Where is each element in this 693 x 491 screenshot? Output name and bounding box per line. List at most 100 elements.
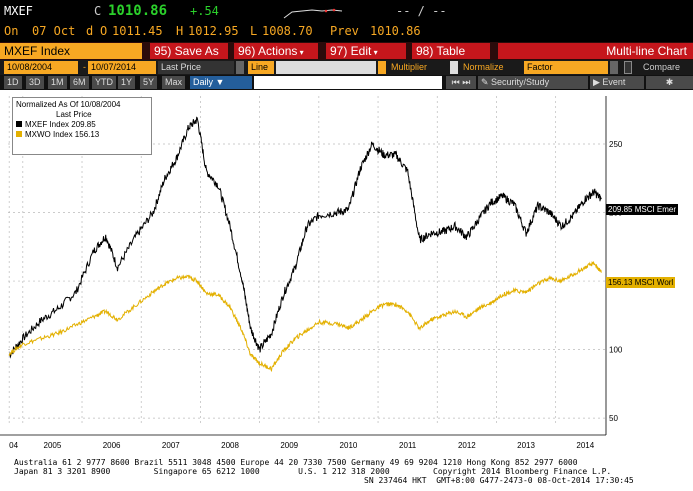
frequency-text: Daily <box>193 77 214 87</box>
range-6m-button[interactable]: 6M <box>70 76 89 89</box>
factor-select[interactable]: Factor <box>524 61 608 74</box>
ticker-symbol: MXEF <box>4 4 33 18</box>
factor-select-text: Factor <box>527 62 553 72</box>
prev-label: Prev <box>330 24 359 38</box>
frequency-select[interactable]: Daily ▼ <box>190 76 252 89</box>
end-date-field[interactable]: 10/07/2014 <box>88 61 156 74</box>
field-select[interactable]: Last Price <box>158 61 234 74</box>
chevron-down-icon: ▾ <box>371 48 378 57</box>
start-date-field[interactable]: 10/08/2004 <box>4 61 78 74</box>
field-select-text: Last Price <box>161 62 202 72</box>
footer: Australia 61 2 9777 8600 Brazil 5511 304… <box>0 456 693 491</box>
security-study-button[interactable]: ✎ Security/Study <box>478 76 588 89</box>
x-tick-label: 2009 <box>280 441 298 450</box>
series-line-2 <box>8 260 602 373</box>
main-toolbar: MXEF Index 95) Save As 96) Actions ▾ 97)… <box>0 42 693 60</box>
footer-line-1: Australia 61 2 9777 8600 Brazil 5511 304… <box>14 458 578 467</box>
end-date-text: 10/07/2014 <box>91 62 137 72</box>
factor-dropdown-arrow-icon[interactable] <box>610 61 618 74</box>
y-tick-label: 250 <box>609 140 623 149</box>
x-tick-label: 2012 <box>458 441 476 450</box>
range-1m-button[interactable]: 1M <box>48 76 67 89</box>
style-field-fill <box>276 61 376 74</box>
settings-bar: 10/08/2004 - 10/07/2014 Last Price Line … <box>0 60 693 75</box>
range-5y-button[interactable]: 5Y <box>140 76 158 89</box>
bid-ask: -- / -- <box>396 4 447 18</box>
legend-title: Normalized As Of 10/08/2004 <box>16 100 121 109</box>
footer-line-2: Japan 81 3 3201 8900 Singapore 65 6212 1… <box>14 467 612 476</box>
save-as-label: 95) Save As <box>154 44 219 58</box>
on-label: On <box>4 24 19 38</box>
table-label: 98) Table <box>416 44 466 58</box>
chart-title-text: Multi-line Chart <box>606 44 687 58</box>
last-prefix: C <box>94 4 102 18</box>
range-ytd-button[interactable]: YTD <box>92 76 116 89</box>
y-tick-label: 50 <box>609 414 618 423</box>
x-tick-label: 2014 <box>576 441 594 450</box>
series-2-tag: 156.13 MSCI Worl <box>606 277 676 288</box>
prev-next-icon[interactable]: ⏮ ⏭ <box>446 76 476 89</box>
price-change: +.54 <box>190 4 219 18</box>
style-select[interactable]: Line <box>248 61 274 74</box>
compare-label: Compare <box>643 62 681 72</box>
event-button[interactable]: ▶ Event <box>590 76 644 89</box>
range-3d-button[interactable]: 3D <box>26 76 44 89</box>
multiplier-checkbox[interactable] <box>378 61 386 74</box>
table-button[interactable]: 98) Table <box>412 43 490 59</box>
chart-title: Multi-line Chart <box>498 43 693 59</box>
low-label: L <box>250 24 258 38</box>
x-tick-label: 2008 <box>221 441 239 450</box>
security-field-text: MXEF Index <box>4 44 71 58</box>
x-tick-label: 2006 <box>103 441 121 450</box>
start-date-text: 10/08/2004 <box>7 62 53 72</box>
high-label: H <box>176 24 184 38</box>
quote-date: 07 Oct <box>32 24 76 38</box>
range-1y-button[interactable]: 1Y <box>118 76 136 89</box>
chart-legend: Normalized As Of 10/08/2004 Last Price M… <box>12 97 152 155</box>
series-1-tag: 209.85 MSCI Emer <box>606 204 679 215</box>
legend-swatch-s1 <box>16 121 22 127</box>
event-label: Event <box>602 77 626 87</box>
compare-checkbox[interactable] <box>624 61 632 74</box>
actions-button[interactable]: 96) Actions ▾ <box>234 43 318 59</box>
range-1d-button[interactable]: 1D <box>4 76 22 89</box>
x-tick-label: 2010 <box>340 441 358 450</box>
range-bar: 1D 3D 1M 6M YTD 1Y 5Y Max Daily ▼ ⏮ ⏭ ✎ … <box>0 75 693 90</box>
range-max-button[interactable]: Max <box>162 76 186 89</box>
save-as-button[interactable]: 95) Save As <box>150 43 228 59</box>
quote-header: MXEF C 1010.86 +.54 -- / -- On 07 Oct d … <box>0 0 693 42</box>
x-tick-label: 2007 <box>162 441 180 450</box>
gear-icon[interactable]: ✱ <box>646 76 693 89</box>
series-line-1 <box>8 116 602 359</box>
footer-line-3: SN 237464 HKT GMT+8:00 G477-2473-0 08-Oc… <box>364 476 634 485</box>
open-value: 1011.45 <box>112 24 163 38</box>
open-label: O <box>100 24 108 38</box>
normalize-checkbox[interactable] <box>450 61 458 74</box>
frequency-fill <box>254 76 442 89</box>
normalize-label: Normalize <box>463 62 504 72</box>
sparkline-icon <box>283 8 343 19</box>
actions-label: 96) Actions <box>238 44 298 58</box>
legend-subtitle: Last Price <box>56 110 92 119</box>
x-tick-label: 2011 <box>399 441 417 450</box>
last-price: 1010.86 <box>108 3 168 19</box>
chevron-down-icon: ▼ <box>213 77 225 87</box>
low-value: 1008.70 <box>262 24 313 38</box>
multiplier-label: Multiplier <box>391 62 428 72</box>
edit-label: 97) Edit <box>330 44 372 58</box>
x-tick-label: 2013 <box>517 441 535 450</box>
edit-button[interactable]: 97) Edit ▾ <box>326 43 406 59</box>
prev-value: 1010.86 <box>370 24 421 38</box>
security-study-label: Security/Study <box>491 77 550 87</box>
high-value: 1012.95 <box>188 24 239 38</box>
event-icon: ▶ <box>593 77 603 87</box>
security-field[interactable]: MXEF Index <box>0 43 142 59</box>
field-dropdown-arrow-icon[interactable] <box>236 61 244 74</box>
x-tick-label: 04 <box>9 441 18 450</box>
x-tick-label: 2005 <box>44 441 62 450</box>
date-separator-icon: - <box>83 62 86 72</box>
d-label: d <box>86 24 94 38</box>
style-select-text: Line <box>251 62 269 72</box>
legend-series-2: MXWO Index 156.13 <box>25 130 100 139</box>
legend-swatch-s2 <box>16 131 22 137</box>
